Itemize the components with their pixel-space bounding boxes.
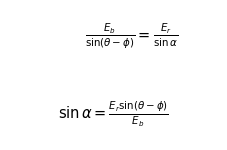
Text: $\frac{E_b}{\sin(\theta - \phi)} = \frac{E_r}{\sin\alpha}$: $\frac{E_b}{\sin(\theta - \phi)} = \frac… — [85, 21, 178, 51]
Text: $\sin\alpha = \frac{E_r \sin(\theta - \phi)}{E_b}$: $\sin\alpha = \frac{E_r \sin(\theta - \p… — [58, 99, 169, 129]
